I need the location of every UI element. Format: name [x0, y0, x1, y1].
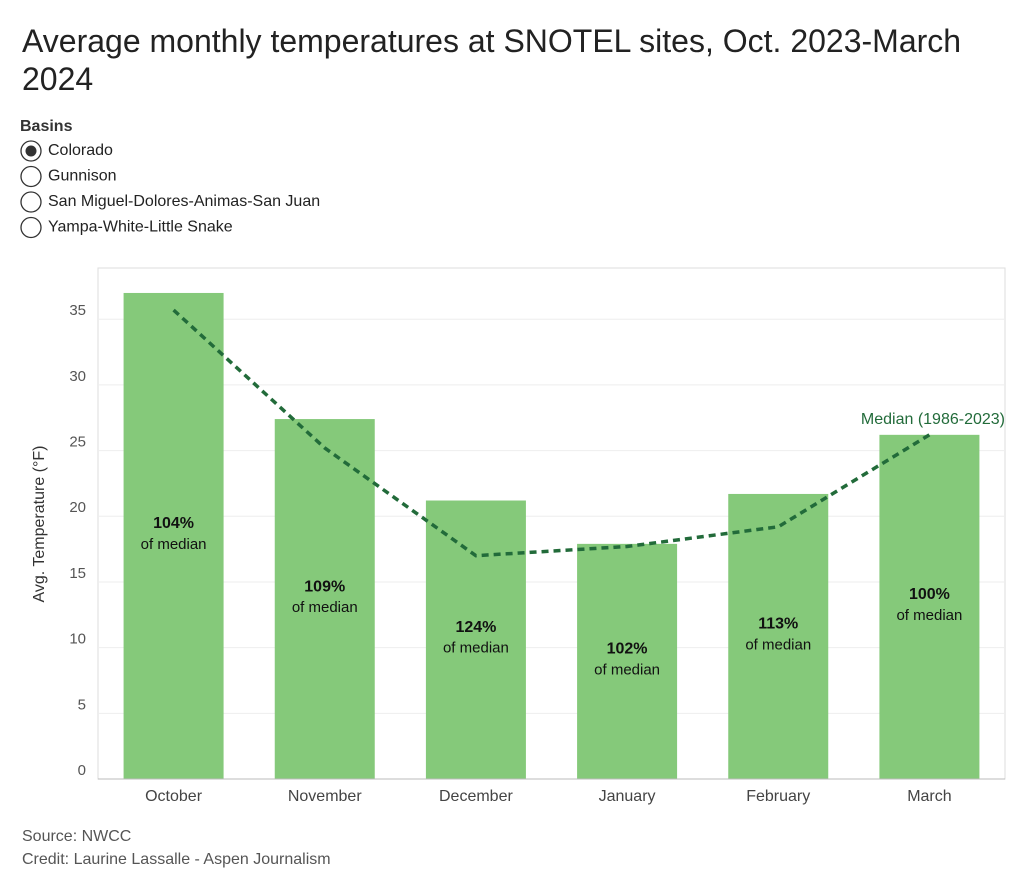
- y-tick-label: 0: [78, 762, 86, 779]
- bar: [728, 493, 829, 779]
- x-tick-label: October: [145, 788, 203, 805]
- y-tick-label: 10: [69, 631, 86, 648]
- y-tick-label: 5: [78, 696, 86, 713]
- x-tick-label: February: [746, 788, 810, 805]
- bar: [425, 500, 526, 779]
- y-tick-label: 15: [69, 565, 86, 582]
- x-tick-label: December: [439, 788, 513, 805]
- y-axis-title: Avg. Temperature (°F): [31, 446, 48, 603]
- filter-title: Basins: [20, 118, 73, 135]
- bar: [879, 434, 980, 779]
- radio-label[interactable]: Gunnison: [48, 168, 117, 185]
- credit: Credit: Laurine Lassalle - Aspen Journal…: [22, 851, 331, 868]
- radio-button[interactable]: [20, 165, 42, 188]
- y-tick-label: 20: [69, 499, 86, 516]
- x-tick-label: March: [907, 788, 951, 805]
- bar: [123, 292, 224, 779]
- radio-button[interactable]: [20, 191, 42, 213]
- median-line: [172, 308, 931, 558]
- radio-label[interactable]: Colorado: [48, 142, 113, 159]
- plot-frame: [97, 267, 1006, 780]
- source: Source: NWCC: [22, 828, 131, 845]
- bar-label-pct: 104%: [153, 515, 194, 532]
- radio-button[interactable]: [20, 216, 42, 239]
- y-tick-label: 35: [69, 302, 86, 319]
- radio-label[interactable]: San Miguel-Dolores-Animas-San Juan: [48, 193, 320, 210]
- bar-label-pct: 124%: [455, 619, 496, 636]
- chart-title: Average monthly temperatures at SNOTEL s…: [22, 23, 961, 97]
- radio-label[interactable]: Yampa-White-Little Snake: [48, 219, 233, 236]
- bar-label-text: of median: [443, 640, 509, 657]
- x-tick-label: November: [288, 788, 362, 805]
- x-tick-label: January: [599, 788, 656, 805]
- y-tick-label: 25: [69, 434, 86, 451]
- bar-label-pct: 102%: [607, 641, 648, 658]
- bar-label-text: of median: [594, 661, 660, 678]
- bar-label-pct: 100%: [909, 586, 950, 603]
- median-label: Median (1986-2023): [861, 411, 1005, 428]
- bar-label-text: of median: [141, 536, 207, 553]
- radio-dot: [25, 145, 37, 157]
- bar-label-pct: 109%: [304, 578, 345, 595]
- bar-label-pct: 113%: [758, 616, 798, 633]
- bar: [274, 419, 375, 779]
- bar-label-text: of median: [292, 599, 358, 616]
- bar-label-text: of median: [896, 607, 962, 624]
- bar: [577, 543, 678, 779]
- bar-label-text: of median: [745, 636, 811, 653]
- y-tick-label: 30: [69, 368, 86, 385]
